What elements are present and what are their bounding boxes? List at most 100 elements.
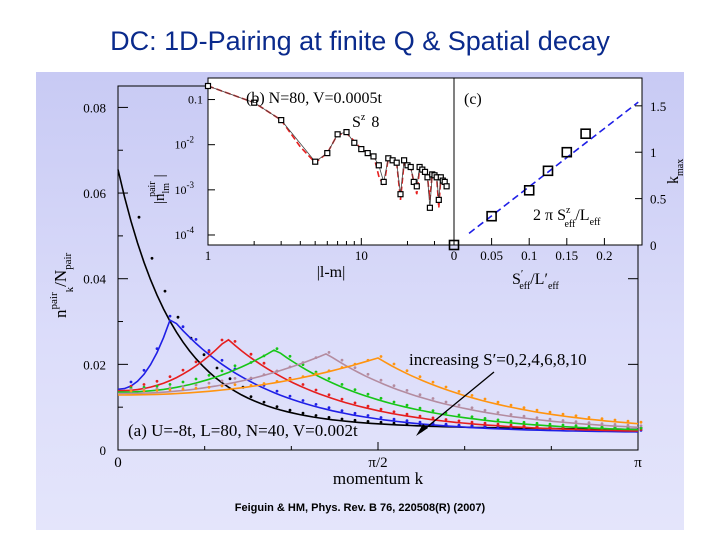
inset-c-fit-line <box>468 101 639 234</box>
main-series-dot <box>215 366 219 370</box>
inset-b-xtick-label-1: 10 <box>355 248 368 263</box>
main-series-dot <box>181 325 185 329</box>
main-series-dot <box>561 412 565 416</box>
inset-c-xtick-label-2: 0.1 <box>521 248 537 263</box>
main-series-dot <box>574 414 578 418</box>
main-series-dot <box>405 412 409 416</box>
main-series-dot <box>392 421 396 425</box>
inset-b-marker <box>251 99 258 106</box>
main-series-dot <box>613 418 617 422</box>
main-series-dot <box>470 394 474 397</box>
inset-b-marker <box>334 131 341 138</box>
inset-c-ytick-label-3: 1.5 <box>650 99 666 114</box>
main-series-dot <box>353 388 357 391</box>
main-series-dot <box>275 389 279 393</box>
main-series-line-3 <box>118 349 639 431</box>
inset-b-marker <box>364 149 371 157</box>
main-series-dot <box>379 378 383 382</box>
main-series-dot <box>168 314 172 318</box>
inset-b-ytick-label-1: 10-2 <box>175 135 195 152</box>
main-series-dot <box>194 360 198 364</box>
main-series-dot <box>509 419 513 423</box>
main-series-dot <box>366 404 370 408</box>
inset-c-xtick-label-4: 0.2 <box>596 248 612 263</box>
main-series-dot <box>142 368 146 372</box>
main-series-dot <box>220 358 224 362</box>
main-series-dot <box>262 361 266 365</box>
inset-b-marker <box>312 158 319 165</box>
main-series-dot <box>233 364 237 368</box>
main-series-dot <box>314 356 318 359</box>
main-series-line-1 <box>117 318 639 433</box>
inset-b-ylabel: |nlmpair| <box>147 174 172 204</box>
main-series-dot <box>392 417 396 421</box>
main-series-dot <box>340 366 344 369</box>
main-series-dot <box>626 419 630 423</box>
main-series-dot <box>483 421 487 425</box>
main-xtick-label-0: 0 <box>114 455 122 471</box>
main-series-dot <box>457 423 461 427</box>
main-series-dot <box>561 423 565 427</box>
main-series-dot <box>379 396 383 400</box>
main-series-dot <box>340 397 344 401</box>
inset-b-ytick-label-2: 10-3 <box>175 180 195 197</box>
main-series-dot <box>288 354 292 358</box>
main-series-dot <box>181 368 185 372</box>
main-series-dot <box>194 377 198 381</box>
main-series-dot <box>275 347 279 350</box>
inset-b-markers <box>204 82 450 211</box>
main-series-dot <box>444 418 448 421</box>
main-series-dot <box>275 405 279 408</box>
inset-b-marker <box>324 149 331 157</box>
main-series-dot <box>155 379 159 383</box>
main-series-dot <box>142 389 146 393</box>
main-series-dot <box>327 377 331 380</box>
inset-c-ylabel: kmax <box>665 159 684 184</box>
main-series-dot <box>220 369 224 373</box>
main-series-dot <box>379 355 383 358</box>
main-series-dot <box>288 377 292 381</box>
main-arrow-line <box>420 371 495 433</box>
inset-c-marker <box>542 165 554 177</box>
main-series-dot <box>314 403 318 406</box>
inset-b-xlabel: |l-m| <box>317 264 346 281</box>
main-series-dot <box>418 406 422 410</box>
main-series-dot <box>353 366 357 369</box>
main-series-dot <box>249 361 253 364</box>
main-series-line-5 <box>118 357 639 425</box>
main-series-dot <box>496 422 500 426</box>
inset-b-marker <box>343 128 350 136</box>
main-series-dot <box>314 388 318 392</box>
main-arrow-head <box>416 424 428 436</box>
main-series-dot <box>137 215 141 219</box>
main-ytick-label-4: 0.08 <box>83 100 106 115</box>
main-series-dot <box>379 416 383 419</box>
main-series-dot <box>535 416 539 420</box>
main-series-dot <box>548 417 552 421</box>
main-series-dot <box>155 389 159 392</box>
main-series-dot <box>574 424 578 428</box>
main-series-dot <box>249 376 253 380</box>
main-series-dot <box>444 422 448 426</box>
main-series-dot <box>483 417 487 420</box>
inset-c-xlabel: S′ eff/L′eff <box>512 268 560 292</box>
main-series-dot <box>181 380 185 384</box>
main-series-dot <box>457 413 461 417</box>
main-series-dot <box>483 397 487 401</box>
main-series-dot <box>613 423 617 426</box>
main-series-dot <box>233 377 237 380</box>
main-series-dot <box>168 383 172 386</box>
inset-b-marker <box>401 157 408 164</box>
main-series-dot <box>327 393 331 397</box>
slide-title: DC: 1D-Pairing at finite Q & Spatial dec… <box>110 26 610 56</box>
main-series-dot <box>207 350 211 354</box>
inset-b-marker <box>380 178 387 186</box>
main-ytick-label-2: 0.04 <box>83 272 106 287</box>
main-series-dot <box>470 424 474 428</box>
main-series-dot <box>366 420 370 423</box>
inset-b-marker <box>278 116 285 124</box>
main-series-dot <box>314 372 318 376</box>
main-series-dot <box>262 373 266 377</box>
main-series-dot <box>262 382 266 385</box>
inset-b-marker <box>393 159 400 166</box>
